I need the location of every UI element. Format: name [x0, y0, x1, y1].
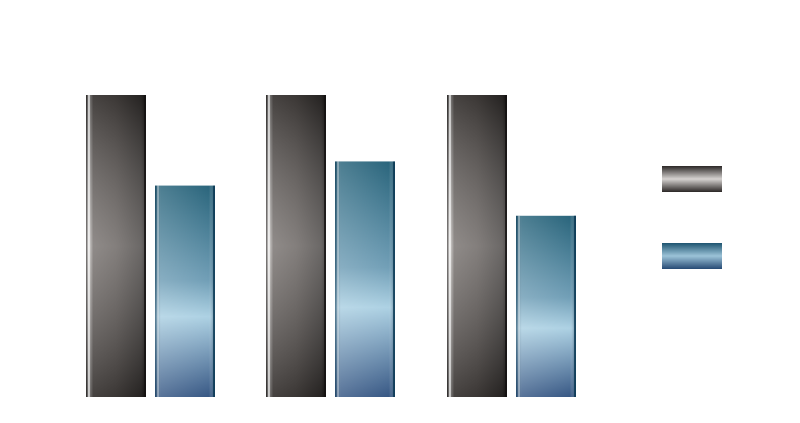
bar-series1-1 — [86, 95, 146, 397]
bar-series1-2 — [266, 95, 326, 397]
bar-series2-2 — [335, 161, 395, 397]
bar-series2-3 — [516, 215, 576, 397]
bar-series2-1 — [155, 185, 215, 397]
legend-swatch-series1 — [662, 166, 722, 192]
legend-swatch-series2 — [662, 243, 722, 269]
bar-series1-3 — [447, 95, 507, 397]
